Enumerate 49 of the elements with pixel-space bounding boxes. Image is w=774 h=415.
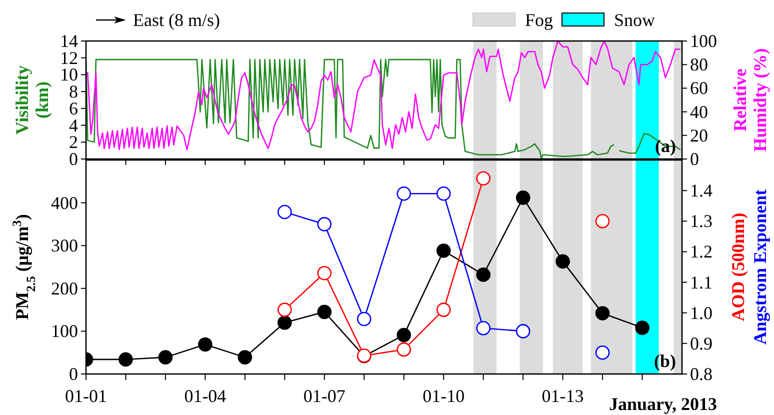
point [118,352,133,367]
point [516,324,530,338]
y2-tick-label: 40 [690,102,708,122]
y2-tick-label: 1.2 [690,242,712,262]
point [595,345,610,360]
y2-tick-label: 0.9 [690,333,712,354]
x-tick-label: 01-01 [65,386,107,406]
y2-axis-title: Relative Humidty (%) [730,48,770,152]
point [436,244,451,258]
point [317,304,332,320]
y-tick-label: 400 [51,192,78,213]
y2-tick-label: 1.1 [690,272,712,292]
y2-tick-label: 1.3 [690,211,712,232]
y2-tick-label: 80 [690,54,708,75]
x-tick-label: 01-07 [303,386,346,406]
point [476,320,490,336]
point [595,306,610,320]
point [635,320,650,335]
y2-tick-label: 0 [690,149,699,169]
point [556,254,570,269]
x-tick-label: 01-04 [184,386,226,406]
y2-tick-label: 100 [690,31,717,51]
y2-tick-label: 20 [690,125,708,146]
point [516,190,530,205]
legend-label: Fog [525,10,554,30]
y-tick-label: 300 [51,236,78,256]
x-tick-label: 01-10 [422,386,465,406]
legend-label: Snow [614,10,656,30]
y2-axis-title: AOD (500nm) [728,212,748,322]
y2-tick-label: 60 [690,78,708,98]
point [595,214,610,228]
y2-tick-label: 1.4 [690,180,712,201]
x-axis-title: January, 2013 [608,394,717,414]
y-tick-label: 0 [69,364,78,384]
point [396,328,412,342]
y-tick-label: 200 [51,278,78,298]
x-tick-label: 01-13 [542,386,584,406]
point [278,315,292,330]
y2-tick-label: 1.0 [690,302,712,323]
point [476,171,490,186]
point [198,337,212,352]
y2-tick-label: 0.8 [690,364,712,384]
point [238,350,252,364]
point [158,350,173,364]
text: East (8 m/s) [133,10,220,30]
y-tick-label: 100 [51,321,78,342]
point [476,268,490,282]
y-axis-title: Visibility (km) [12,65,52,135]
text: Angstrom Exponent [750,189,770,345]
